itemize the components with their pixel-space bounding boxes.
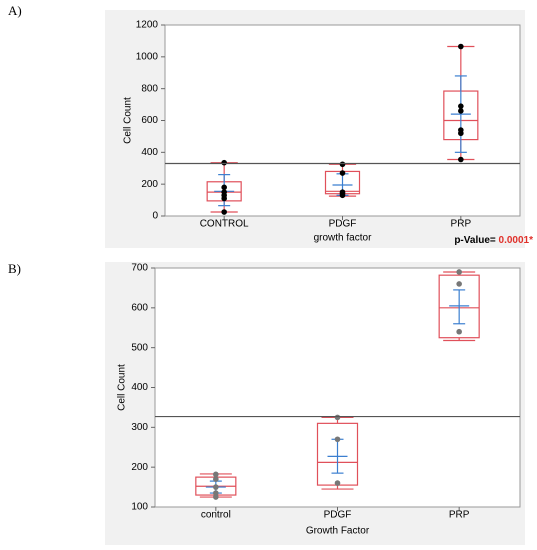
data-point — [213, 471, 219, 478]
x-tick-label: PRP — [449, 510, 470, 521]
data-point — [456, 269, 462, 275]
x-tick-label: PDGF — [324, 510, 352, 521]
data-point — [334, 414, 341, 421]
data-point — [213, 490, 219, 496]
p-value-text: p-Value= — [454, 235, 496, 246]
data-point — [458, 103, 464, 109]
p-value: p-Value= 0.0001* — [454, 235, 533, 246]
y-tick-label: 700 — [131, 263, 148, 274]
y-tick-label: 100 — [131, 502, 148, 513]
y-tick-label: 800 — [141, 83, 158, 94]
data-point — [221, 209, 227, 215]
panel-label: A) — [8, 3, 22, 18]
p-value-number: 0.0001* — [499, 235, 534, 246]
data-point — [213, 494, 219, 500]
data-point — [334, 436, 341, 443]
y-tick-label: 1200 — [136, 20, 159, 31]
y-tick-label: 500 — [131, 342, 148, 353]
y-tick-label: 600 — [141, 115, 158, 126]
data-point — [458, 108, 464, 114]
x-axis-label: growth factor — [314, 233, 372, 244]
panel-label: B) — [8, 261, 21, 276]
data-point — [221, 159, 227, 166]
data-point — [458, 156, 464, 163]
data-point — [221, 184, 227, 191]
data-point — [456, 281, 462, 287]
y-tick-label: 400 — [131, 382, 148, 393]
data-point — [221, 195, 227, 202]
y-axis-label: Cell Count — [117, 364, 128, 411]
data-point — [339, 170, 346, 176]
y-axis-label: Cell Count — [123, 97, 134, 144]
y-tick-label: 300 — [131, 422, 148, 433]
x-tick-label: PRP — [451, 219, 472, 230]
x-tick-label: CONTROL — [200, 219, 249, 230]
y-tick-label: 0 — [152, 211, 158, 222]
y-tick-label: 200 — [131, 462, 148, 473]
data-point — [213, 484, 219, 490]
data-point — [458, 43, 464, 50]
data-point — [334, 480, 341, 486]
data-point — [339, 192, 346, 199]
y-tick-label: 400 — [141, 147, 158, 158]
data-point — [213, 476, 219, 482]
y-tick-label: 200 — [141, 179, 158, 190]
x-tick-label: control — [201, 510, 231, 521]
data-point — [458, 130, 464, 137]
box — [438, 274, 480, 339]
data-point — [456, 328, 462, 335]
x-tick-label: PDGF — [329, 219, 357, 230]
y-tick-label: 1000 — [136, 51, 159, 62]
data-point — [339, 161, 346, 168]
y-tick-label: 600 — [131, 302, 148, 313]
x-axis-label: Growth Factor — [306, 526, 370, 537]
